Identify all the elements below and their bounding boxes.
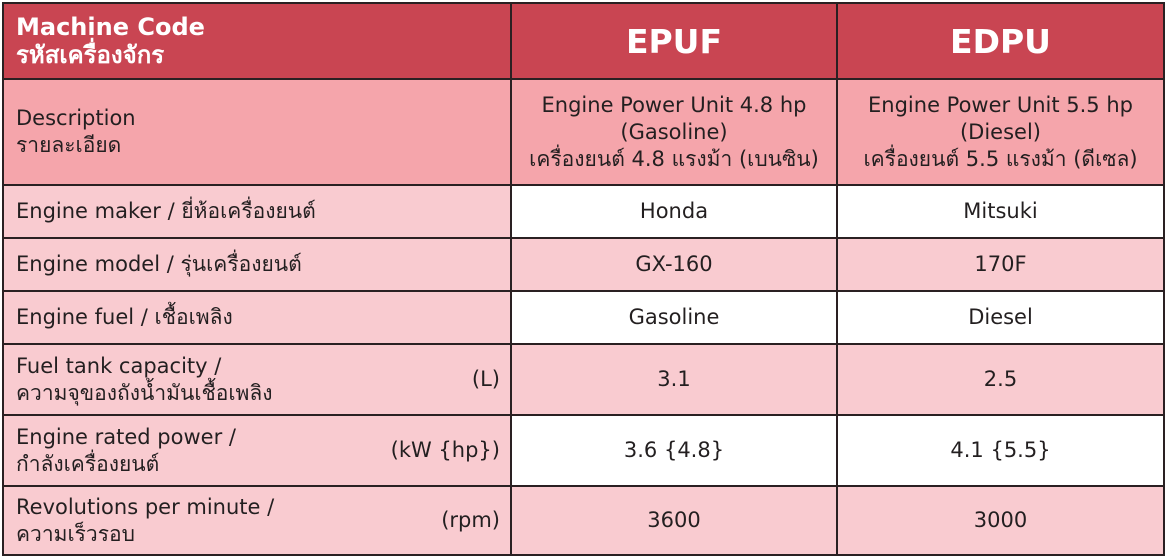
row-label: Revolutions per minute / ความเร็วรอบ (rpm… — [2, 485, 512, 556]
row-label: Fuel tank capacity / ความจุของถังน้ำมันเช… — [2, 343, 512, 416]
row-label: Engine fuel / เชื้อเพลิง — [2, 290, 512, 345]
cell-value: 3600 — [510, 485, 838, 556]
cell-value: 3.6 {4.8} — [510, 414, 838, 487]
engine-fuel-row: Engine fuel / เชื้อเพลิง Gasoline Diesel — [2, 290, 1165, 345]
cell-value: 3000 — [836, 485, 1165, 556]
machine-code-label-th: รหัสเครื่องจักร — [16, 41, 165, 69]
unit-label: (rpm) — [441, 508, 500, 532]
description-label: Description รายละเอียด — [2, 78, 512, 186]
row-label: Engine model / รุ่นเครื่องยนต์ — [2, 237, 512, 292]
description-line: Engine Power Unit 4.8 hp — [541, 92, 807, 117]
machine-code-label: Machine Code รหัสเครื่องจักร — [2, 2, 512, 80]
cell-value: Diesel — [836, 290, 1165, 345]
rpm-row: Revolutions per minute / ความเร็วรอบ (rpm… — [2, 485, 1165, 556]
cell-value: Gasoline — [510, 290, 838, 345]
row-label-en: Revolutions per minute / — [16, 494, 275, 519]
description-label-en: Description — [16, 106, 136, 130]
description-edpu: Engine Power Unit 5.5 hp (Diesel) เครื่อ… — [836, 78, 1165, 186]
cell-value: 3.1 — [510, 343, 838, 416]
unit-label: (L) — [471, 367, 500, 391]
description-row: Description รายละเอียด Engine Power Unit… — [2, 78, 1165, 186]
engine-model-row: Engine model / รุ่นเครื่องยนต์ GX-160 17… — [2, 237, 1165, 292]
description-line: เครื่องยนต์ 4.8 แรงม้า (เบนซิน) — [529, 146, 819, 171]
machine-code-epuf: EPUF — [510, 2, 838, 80]
cell-value: GX-160 — [510, 237, 838, 292]
description-label-th: รายละเอียด — [16, 133, 122, 157]
description-line: Engine Power Unit 5.5 hp — [868, 92, 1133, 117]
header-row: Machine Code รหัสเครื่องจักร EPUF EDPU — [2, 2, 1165, 80]
unit-label: (kW {hp}) — [390, 438, 500, 462]
row-label-th: ความเร็วรอบ — [16, 521, 135, 546]
row-label-th: ความจุของถังน้ำมันเชื้อเพลิง — [16, 380, 273, 405]
description-line: (Diesel) — [959, 119, 1041, 144]
cell-value: Honda — [510, 184, 838, 239]
description-epuf: Engine Power Unit 4.8 hp (Gasoline) เครื… — [510, 78, 838, 186]
description-line: (Gasoline) — [620, 119, 728, 144]
machine-code-label-en: Machine Code — [16, 13, 205, 41]
cell-value: Mitsuki — [836, 184, 1165, 239]
machine-code-edpu: EDPU — [836, 2, 1165, 80]
fuel-tank-row: Fuel tank capacity / ความจุของถังน้ำมันเช… — [2, 343, 1165, 416]
cell-value: 2.5 — [836, 343, 1165, 416]
row-label-en: Engine rated power / — [16, 424, 236, 449]
row-label-th: กำลังเครื่องยนต์ — [16, 451, 160, 476]
cell-value: 4.1 {5.5} — [836, 414, 1165, 487]
row-label: Engine maker / ยี่ห้อเครื่องยนต์ — [2, 184, 512, 239]
row-label: Engine rated power / กำลังเครื่องยนต์ (kW… — [2, 414, 512, 487]
description-line: เครื่องยนต์ 5.5 แรงม้า (ดีเซล) — [863, 146, 1138, 171]
cell-value: 170F — [836, 237, 1165, 292]
rated-power-row: Engine rated power / กำลังเครื่องยนต์ (kW… — [2, 414, 1165, 487]
engine-maker-row: Engine maker / ยี่ห้อเครื่องยนต์ Honda M… — [2, 184, 1165, 239]
row-label-en: Fuel tank capacity / — [16, 353, 222, 378]
